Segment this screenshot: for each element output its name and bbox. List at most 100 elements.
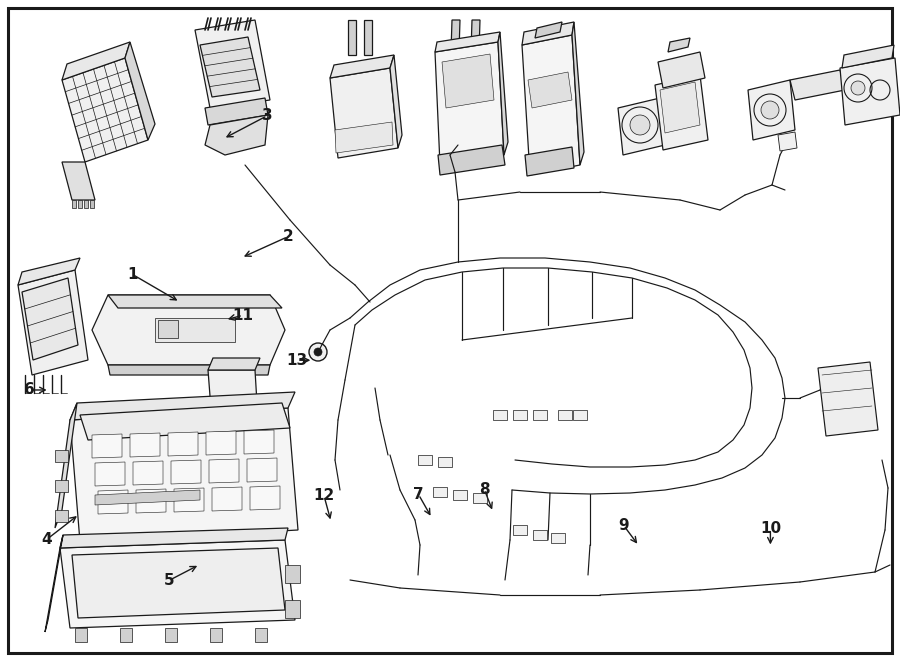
Polygon shape bbox=[205, 115, 268, 155]
Polygon shape bbox=[493, 410, 507, 420]
Polygon shape bbox=[226, 542, 234, 554]
Polygon shape bbox=[108, 295, 282, 308]
Polygon shape bbox=[18, 258, 80, 285]
Polygon shape bbox=[513, 525, 527, 535]
Polygon shape bbox=[75, 628, 87, 642]
Polygon shape bbox=[72, 548, 285, 618]
Polygon shape bbox=[208, 370, 258, 422]
Polygon shape bbox=[212, 487, 242, 511]
Ellipse shape bbox=[140, 564, 200, 600]
Polygon shape bbox=[55, 510, 68, 522]
Circle shape bbox=[630, 115, 650, 135]
Polygon shape bbox=[435, 32, 500, 52]
Polygon shape bbox=[118, 542, 126, 554]
Bar bbox=[230, 440, 237, 450]
Bar bbox=[78, 200, 82, 208]
Polygon shape bbox=[285, 565, 300, 583]
Polygon shape bbox=[130, 433, 160, 457]
Polygon shape bbox=[842, 45, 894, 68]
Polygon shape bbox=[168, 432, 198, 456]
Text: 7: 7 bbox=[413, 487, 424, 502]
Polygon shape bbox=[174, 488, 204, 512]
Polygon shape bbox=[438, 145, 505, 175]
Polygon shape bbox=[255, 628, 267, 642]
Polygon shape bbox=[136, 489, 166, 513]
Polygon shape bbox=[215, 418, 255, 442]
Circle shape bbox=[314, 348, 322, 356]
Polygon shape bbox=[435, 42, 504, 165]
Polygon shape bbox=[62, 42, 130, 80]
Polygon shape bbox=[451, 20, 460, 52]
Text: 8: 8 bbox=[479, 482, 490, 496]
Text: 11: 11 bbox=[232, 308, 254, 323]
Polygon shape bbox=[62, 162, 95, 200]
Polygon shape bbox=[655, 75, 708, 150]
Polygon shape bbox=[618, 98, 665, 155]
Polygon shape bbox=[209, 459, 239, 483]
Polygon shape bbox=[55, 403, 77, 528]
Text: 4: 4 bbox=[41, 532, 52, 547]
Text: 6: 6 bbox=[24, 383, 35, 397]
Polygon shape bbox=[165, 628, 177, 642]
Text: 3: 3 bbox=[262, 108, 273, 123]
Polygon shape bbox=[558, 410, 572, 420]
Polygon shape bbox=[285, 600, 300, 618]
Polygon shape bbox=[154, 542, 162, 554]
Bar bbox=[72, 200, 76, 208]
Polygon shape bbox=[22, 278, 78, 360]
Circle shape bbox=[309, 343, 327, 361]
Bar bbox=[220, 440, 227, 450]
Polygon shape bbox=[498, 32, 508, 155]
Polygon shape bbox=[418, 455, 432, 465]
Text: 10: 10 bbox=[760, 522, 781, 536]
Polygon shape bbox=[335, 122, 393, 153]
Polygon shape bbox=[92, 295, 285, 365]
Polygon shape bbox=[210, 628, 222, 642]
Polygon shape bbox=[522, 22, 574, 45]
Polygon shape bbox=[133, 461, 163, 485]
Polygon shape bbox=[790, 70, 845, 100]
Polygon shape bbox=[60, 540, 295, 628]
Bar bbox=[84, 200, 88, 208]
Polygon shape bbox=[250, 486, 280, 510]
Polygon shape bbox=[364, 20, 372, 55]
Bar bbox=[240, 440, 247, 450]
Polygon shape bbox=[92, 434, 122, 458]
Polygon shape bbox=[840, 58, 900, 125]
Text: 9: 9 bbox=[618, 518, 629, 533]
Text: 1: 1 bbox=[127, 267, 138, 282]
Circle shape bbox=[851, 81, 865, 95]
Polygon shape bbox=[108, 365, 270, 375]
Polygon shape bbox=[572, 22, 584, 165]
Polygon shape bbox=[80, 403, 290, 440]
Polygon shape bbox=[95, 490, 200, 505]
Polygon shape bbox=[244, 430, 274, 454]
Polygon shape bbox=[573, 410, 587, 420]
Polygon shape bbox=[533, 410, 547, 420]
Bar bbox=[158, 320, 178, 338]
Polygon shape bbox=[125, 42, 155, 140]
Polygon shape bbox=[70, 408, 298, 542]
Polygon shape bbox=[206, 431, 236, 455]
Text: 13: 13 bbox=[286, 353, 308, 368]
Polygon shape bbox=[668, 38, 690, 52]
Polygon shape bbox=[513, 410, 527, 420]
Polygon shape bbox=[433, 487, 447, 497]
Polygon shape bbox=[660, 82, 700, 133]
Polygon shape bbox=[98, 490, 128, 514]
Polygon shape bbox=[45, 535, 63, 632]
Polygon shape bbox=[535, 22, 562, 38]
Polygon shape bbox=[190, 542, 198, 554]
Polygon shape bbox=[171, 460, 201, 484]
Polygon shape bbox=[200, 37, 260, 97]
Polygon shape bbox=[55, 450, 68, 462]
Polygon shape bbox=[528, 72, 572, 108]
Text: 5: 5 bbox=[164, 573, 175, 588]
Polygon shape bbox=[390, 55, 402, 148]
Text: 12: 12 bbox=[313, 488, 335, 503]
Polygon shape bbox=[551, 533, 565, 543]
Polygon shape bbox=[348, 20, 356, 55]
Polygon shape bbox=[18, 270, 88, 375]
Polygon shape bbox=[247, 458, 277, 482]
Polygon shape bbox=[155, 318, 235, 342]
